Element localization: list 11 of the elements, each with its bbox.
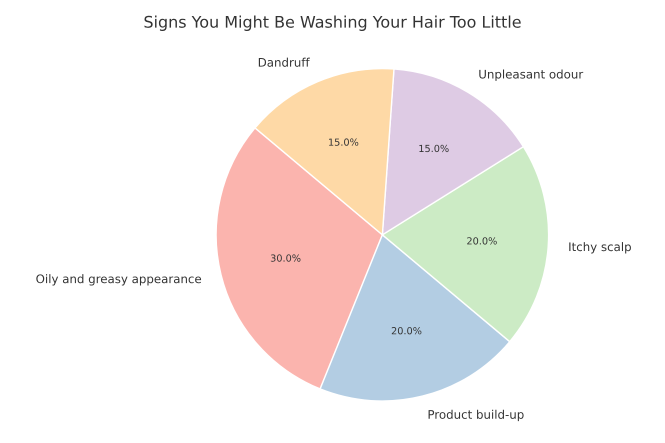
data-label: 20.0% [467, 237, 497, 245]
chart-title: Signs You Might Be Washing Your Hair Too Little [144, 16, 521, 31]
data-label: 15.0% [419, 144, 449, 152]
data-label: 20.0% [392, 327, 422, 334]
slice-label: Oily and greasy appearance [36, 274, 202, 286]
slice-label: Dandruff [258, 58, 310, 67]
slice-label: Itchy scalp [569, 242, 631, 254]
slice-label: Unpleasant odour [479, 69, 584, 81]
data-label: 15.0% [329, 138, 358, 146]
slice-label: Product build-up [428, 410, 524, 422]
data-label: 30.0% [270, 254, 300, 262]
